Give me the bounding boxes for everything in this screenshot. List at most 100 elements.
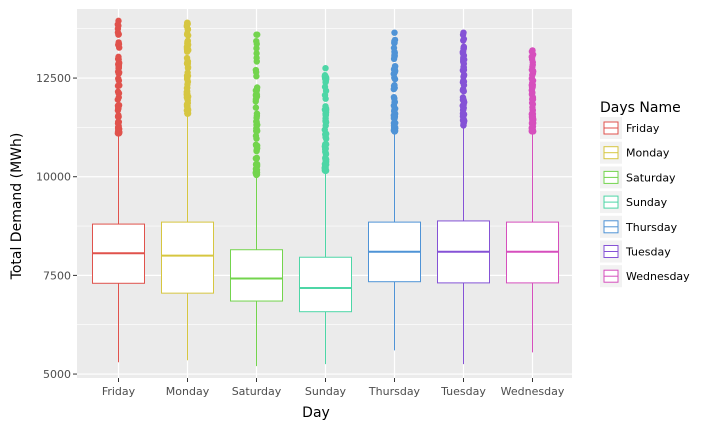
outlier-point xyxy=(253,54,260,62)
outlier-point xyxy=(391,106,398,114)
box-friday xyxy=(92,17,145,363)
outlier-point xyxy=(460,37,467,44)
outlier-point xyxy=(184,38,191,45)
box-tuesday xyxy=(437,29,490,365)
outlier-point xyxy=(183,31,191,38)
outlier-point xyxy=(528,75,536,83)
outlier-point xyxy=(391,74,398,81)
box-sunday xyxy=(299,64,352,365)
outlier-point xyxy=(529,128,536,135)
outlier-point xyxy=(184,58,191,65)
outlier-point xyxy=(115,94,122,101)
box-saturday xyxy=(230,31,283,367)
legend-title: Days Name xyxy=(600,100,681,116)
outlier-point xyxy=(322,122,329,129)
outlier-point xyxy=(184,43,191,50)
outlier-point xyxy=(322,78,329,85)
outlier-point xyxy=(460,81,468,89)
outlier-point xyxy=(529,67,537,74)
outlier-point xyxy=(391,128,398,135)
outlier-point xyxy=(529,104,536,111)
plot-panel xyxy=(77,9,572,378)
legend-item-saturday: Saturday xyxy=(600,166,676,189)
outlier-point xyxy=(460,122,467,129)
y-tick-label: 10000 xyxy=(36,171,71,184)
outlier-point xyxy=(115,56,122,63)
outlier-point xyxy=(253,37,260,45)
outlier-point xyxy=(115,130,122,137)
outlier-point xyxy=(115,22,122,29)
legend-item-sunday: Sunday xyxy=(600,191,668,214)
outlier-point xyxy=(252,161,260,168)
legend-label: Tuesday xyxy=(625,246,671,259)
outlier-point xyxy=(253,155,260,162)
outlier-point xyxy=(322,112,329,119)
outlier-point xyxy=(390,82,398,90)
y-axis-title: Total Demand (MWh) xyxy=(9,133,25,281)
legend-label: Monday xyxy=(626,147,670,160)
legend-label: Saturday xyxy=(626,171,676,184)
outlier-point xyxy=(460,29,467,36)
outlier-point xyxy=(391,98,398,106)
outlier-point xyxy=(252,132,260,140)
outlier-point xyxy=(184,19,191,27)
legend-item-tuesday: Tuesday xyxy=(600,240,671,263)
legend: Days Name Friday Monday Saturday Sunday Thur… xyxy=(600,100,690,288)
outlier-point xyxy=(390,44,398,52)
x-tick-label: Thursday xyxy=(368,385,421,398)
outlier-point xyxy=(253,118,260,125)
outlier-point xyxy=(115,69,123,76)
x-tick-label: Sunday xyxy=(305,385,347,398)
iqr-box xyxy=(230,249,283,302)
x-axis-title: Day xyxy=(302,405,330,421)
outlier-point xyxy=(322,87,330,95)
outlier-point xyxy=(253,110,261,117)
outlier-point xyxy=(253,144,261,152)
box-monday xyxy=(161,19,214,361)
box-wednesday xyxy=(506,47,559,353)
outlier-point xyxy=(459,117,467,124)
outlier-point xyxy=(460,58,467,66)
legend-item-wednesday: Wednesday xyxy=(600,265,690,288)
outlier-point xyxy=(253,50,260,57)
outlier-point xyxy=(253,31,260,38)
legend-label: Sunday xyxy=(626,196,668,209)
outlier-point xyxy=(460,45,467,53)
legend-label: Wednesday xyxy=(626,270,690,283)
outlier-point xyxy=(391,68,398,76)
outlier-point xyxy=(528,96,536,103)
outlier-point xyxy=(391,62,399,70)
x-tick-labels: Friday Monday Saturday Sunday Thursday Tuesda… xyxy=(102,378,565,398)
outlier-point xyxy=(115,82,123,89)
outlier-point xyxy=(252,104,260,111)
outlier-point xyxy=(391,52,398,60)
outlier-point xyxy=(253,93,261,100)
outlier-point xyxy=(390,93,398,101)
outlier-point xyxy=(183,48,191,55)
outlier-point xyxy=(321,141,329,149)
legend-item-monday: Monday xyxy=(600,141,670,164)
outlier-point xyxy=(115,77,123,84)
outlier-point xyxy=(115,41,122,48)
x-tick-label: Friday xyxy=(102,385,136,398)
outlier-point xyxy=(254,127,261,135)
outlier-point xyxy=(460,97,468,105)
outlier-point xyxy=(115,105,122,112)
y-tick-labels: 5000 7500 10000 12500 xyxy=(36,72,77,381)
outlier-point xyxy=(253,171,260,178)
outlier-point xyxy=(460,52,468,59)
outlier-point xyxy=(322,117,329,125)
outlier-point xyxy=(390,122,398,129)
outlier-point xyxy=(115,17,122,25)
outlier-point xyxy=(528,53,535,61)
legend-label: Thursday xyxy=(625,221,678,234)
x-tick-label: Wednesday xyxy=(501,385,565,398)
outlier-point xyxy=(322,106,330,114)
outlier-point xyxy=(528,83,536,91)
outlier-point xyxy=(322,167,329,175)
outlier-point xyxy=(529,47,536,54)
iqr-box xyxy=(161,221,214,294)
outlier-point xyxy=(184,72,191,80)
legend-item-friday: Friday xyxy=(600,117,660,139)
